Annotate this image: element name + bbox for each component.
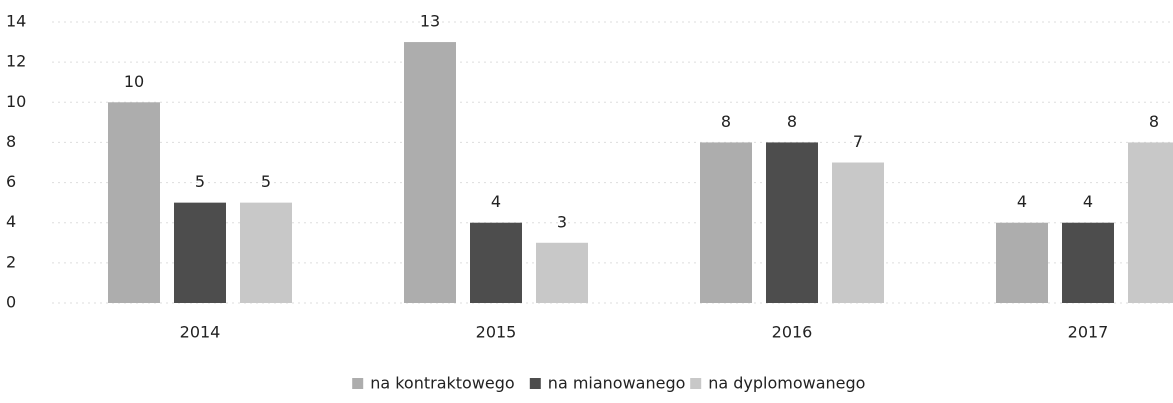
y-tick-label: 2 — [6, 252, 16, 271]
bar — [108, 102, 160, 304]
bar — [1062, 222, 1114, 303]
y-tick-label: 4 — [6, 212, 16, 231]
data-label: 3 — [557, 212, 567, 231]
y-tick-label: 12 — [6, 52, 26, 71]
legend-label: na kontraktowego — [370, 374, 515, 393]
bar — [766, 142, 818, 303]
data-label: 8 — [721, 112, 731, 131]
data-label: 8 — [787, 112, 797, 131]
legend-swatch — [352, 378, 364, 389]
legend-label: na mianowanego — [548, 374, 686, 393]
data-label: 8 — [1149, 112, 1159, 131]
y-tick-label: 0 — [6, 293, 16, 312]
legend-swatch — [690, 378, 702, 389]
x-tick-label: 2017 — [1068, 323, 1109, 342]
x-tick-label: 2016 — [772, 323, 813, 342]
data-label: 5 — [195, 172, 205, 191]
y-tick-label: 10 — [6, 92, 26, 111]
data-label: 4 — [491, 192, 501, 211]
data-label: 5 — [261, 172, 271, 191]
bar — [174, 202, 226, 303]
y-tick-label: 8 — [6, 132, 16, 151]
x-tick-label: 2015 — [476, 323, 517, 342]
bar — [996, 222, 1048, 303]
data-label: 4 — [1017, 192, 1027, 211]
bar — [240, 202, 292, 303]
bar — [700, 142, 752, 303]
data-label: 7 — [853, 132, 863, 151]
legend-swatch — [529, 378, 541, 389]
legend-label: na dyplomowanego — [708, 374, 865, 393]
bar — [470, 222, 522, 303]
bar — [404, 42, 456, 303]
x-tick-label: 2014 — [180, 323, 221, 342]
y-tick-label: 6 — [6, 172, 16, 191]
bar — [832, 162, 884, 303]
bar — [536, 242, 588, 303]
data-label: 4 — [1083, 192, 1093, 211]
bar — [1128, 142, 1173, 303]
y-tick-label: 14 — [6, 12, 26, 31]
data-label: 10 — [124, 72, 144, 91]
data-label: 13 — [420, 12, 440, 31]
